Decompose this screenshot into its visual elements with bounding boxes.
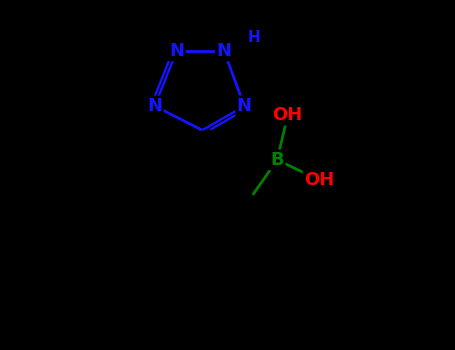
Text: N: N xyxy=(169,42,184,60)
Text: OH: OH xyxy=(304,171,334,189)
Text: N: N xyxy=(217,42,232,60)
Text: N: N xyxy=(147,97,162,115)
Text: N: N xyxy=(237,97,252,115)
Text: B: B xyxy=(270,151,284,169)
Text: H: H xyxy=(248,30,261,46)
Text: OH: OH xyxy=(273,106,303,124)
